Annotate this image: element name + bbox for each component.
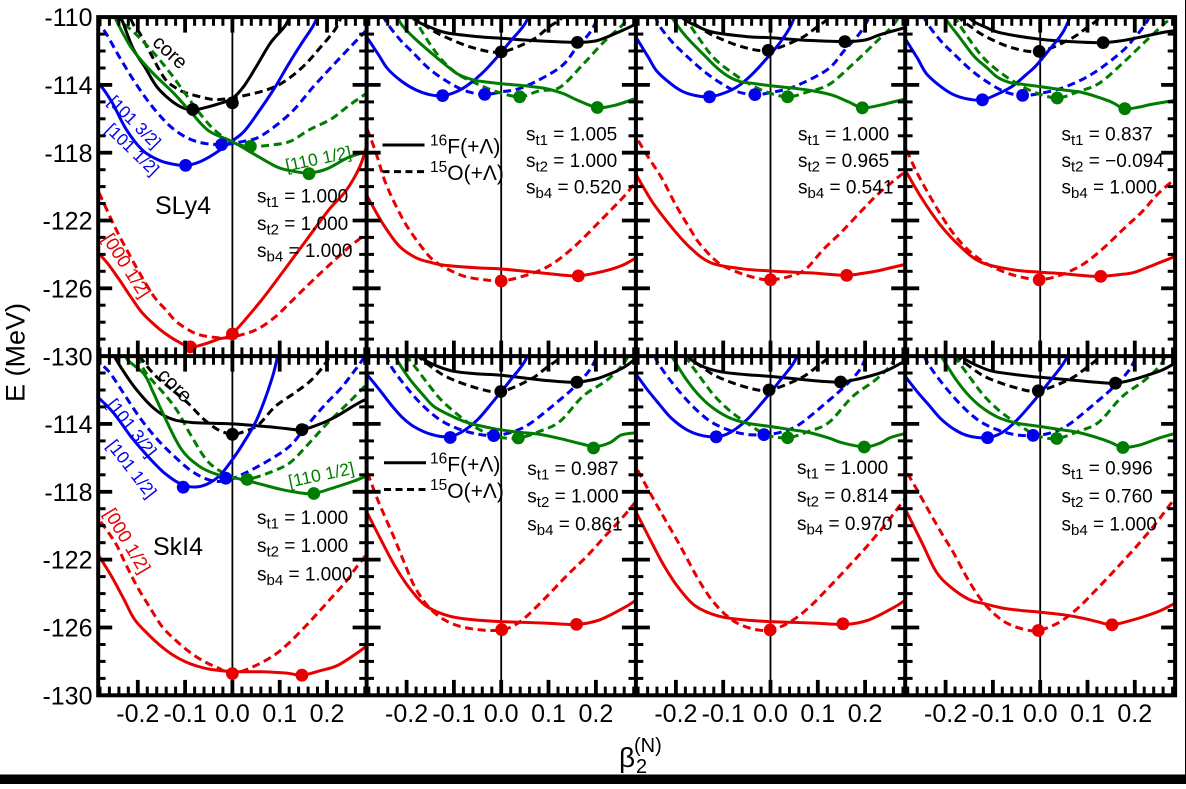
svg-text:-0.2: -0.2 (385, 700, 428, 728)
svg-text:0.2: 0.2 (848, 700, 883, 728)
svg-text:-0.2: -0.2 (924, 700, 967, 728)
svg-text:-122: -122 (42, 547, 92, 575)
svg-text:st1 = 1.000: st1 = 1.000 (257, 508, 348, 533)
svg-text:β: β (619, 742, 635, 773)
svg-text:st1 = 1.005: st1 = 1.005 (526, 125, 617, 150)
svg-text:st1 = 1.000: st1 = 1.000 (797, 458, 888, 483)
svg-text:-110: -110 (44, 4, 92, 32)
svg-text:-0.1: -0.1 (971, 700, 1014, 728)
svg-text:sb4 = 0.520: sb4 = 0.520 (526, 178, 621, 203)
svg-text:0.1: 0.1 (262, 700, 297, 728)
svg-text:sb4 = 1.000: sb4 = 1.000 (257, 241, 352, 266)
svg-text:sb4 = 1.000: sb4 = 1.000 (1062, 515, 1157, 540)
svg-text:-122: -122 (42, 208, 92, 236)
svg-text:sb4 = 1.000: sb4 = 1.000 (257, 564, 352, 589)
svg-text:0.0: 0.0 (1023, 700, 1058, 728)
svg-text:-114: -114 (44, 72, 92, 100)
svg-text:st2 = 1.000: st2 = 1.000 (527, 487, 618, 512)
svg-text:0.2: 0.2 (310, 700, 345, 728)
svg-text:0.2: 0.2 (579, 700, 614, 728)
svg-text:st2 = 0.760: st2 = 0.760 (1062, 487, 1153, 512)
svg-text:E (MeV): E (MeV) (1, 303, 31, 402)
svg-text:-0.1: -0.1 (702, 700, 745, 728)
svg-text:st2 = 0.814: st2 = 0.814 (797, 486, 889, 511)
svg-text:-0.1: -0.1 (432, 700, 475, 728)
svg-text:-118: -118 (44, 479, 92, 507)
svg-text:-126: -126 (42, 615, 92, 643)
svg-text:0.0: 0.0 (484, 700, 519, 728)
svg-text:0.2: 0.2 (1117, 700, 1152, 728)
svg-text:-130: -130 (42, 343, 92, 371)
svg-text:0.1: 0.1 (1070, 700, 1105, 728)
svg-text:2: 2 (636, 756, 647, 778)
svg-text:SkI4: SkI4 (153, 533, 203, 561)
svg-text:-118: -118 (44, 140, 92, 168)
svg-text:-0.2: -0.2 (116, 700, 159, 728)
svg-text:st2 = −0.094: st2 = −0.094 (1062, 151, 1165, 176)
svg-text:16F(+Λ): 16F(+Λ) (430, 450, 500, 476)
svg-text:16F(+Λ): 16F(+Λ) (430, 133, 500, 159)
svg-text:st1 = 1.000: st1 = 1.000 (257, 187, 348, 212)
svg-text:0.1: 0.1 (800, 700, 835, 728)
svg-text:15O(+Λ): 15O(+Λ) (430, 159, 504, 185)
svg-text:SLy4: SLy4 (155, 192, 211, 220)
svg-text:sb4 = 1.000: sb4 = 1.000 (1062, 178, 1157, 203)
svg-text:-114: -114 (44, 411, 92, 439)
svg-text:-0.1: -0.1 (164, 700, 207, 728)
svg-text:15O(+Λ): 15O(+Λ) (430, 477, 504, 503)
svg-text:-130: -130 (42, 682, 92, 710)
svg-text:(N): (N) (634, 735, 662, 757)
svg-text:-126: -126 (42, 275, 92, 303)
svg-text:0.0: 0.0 (753, 700, 788, 728)
svg-text:sb4 = 0.541: sb4 = 0.541 (798, 178, 893, 203)
svg-text:0.1: 0.1 (531, 700, 566, 728)
svg-text:-0.2: -0.2 (654, 700, 697, 728)
svg-text:0.0: 0.0 (215, 700, 250, 728)
